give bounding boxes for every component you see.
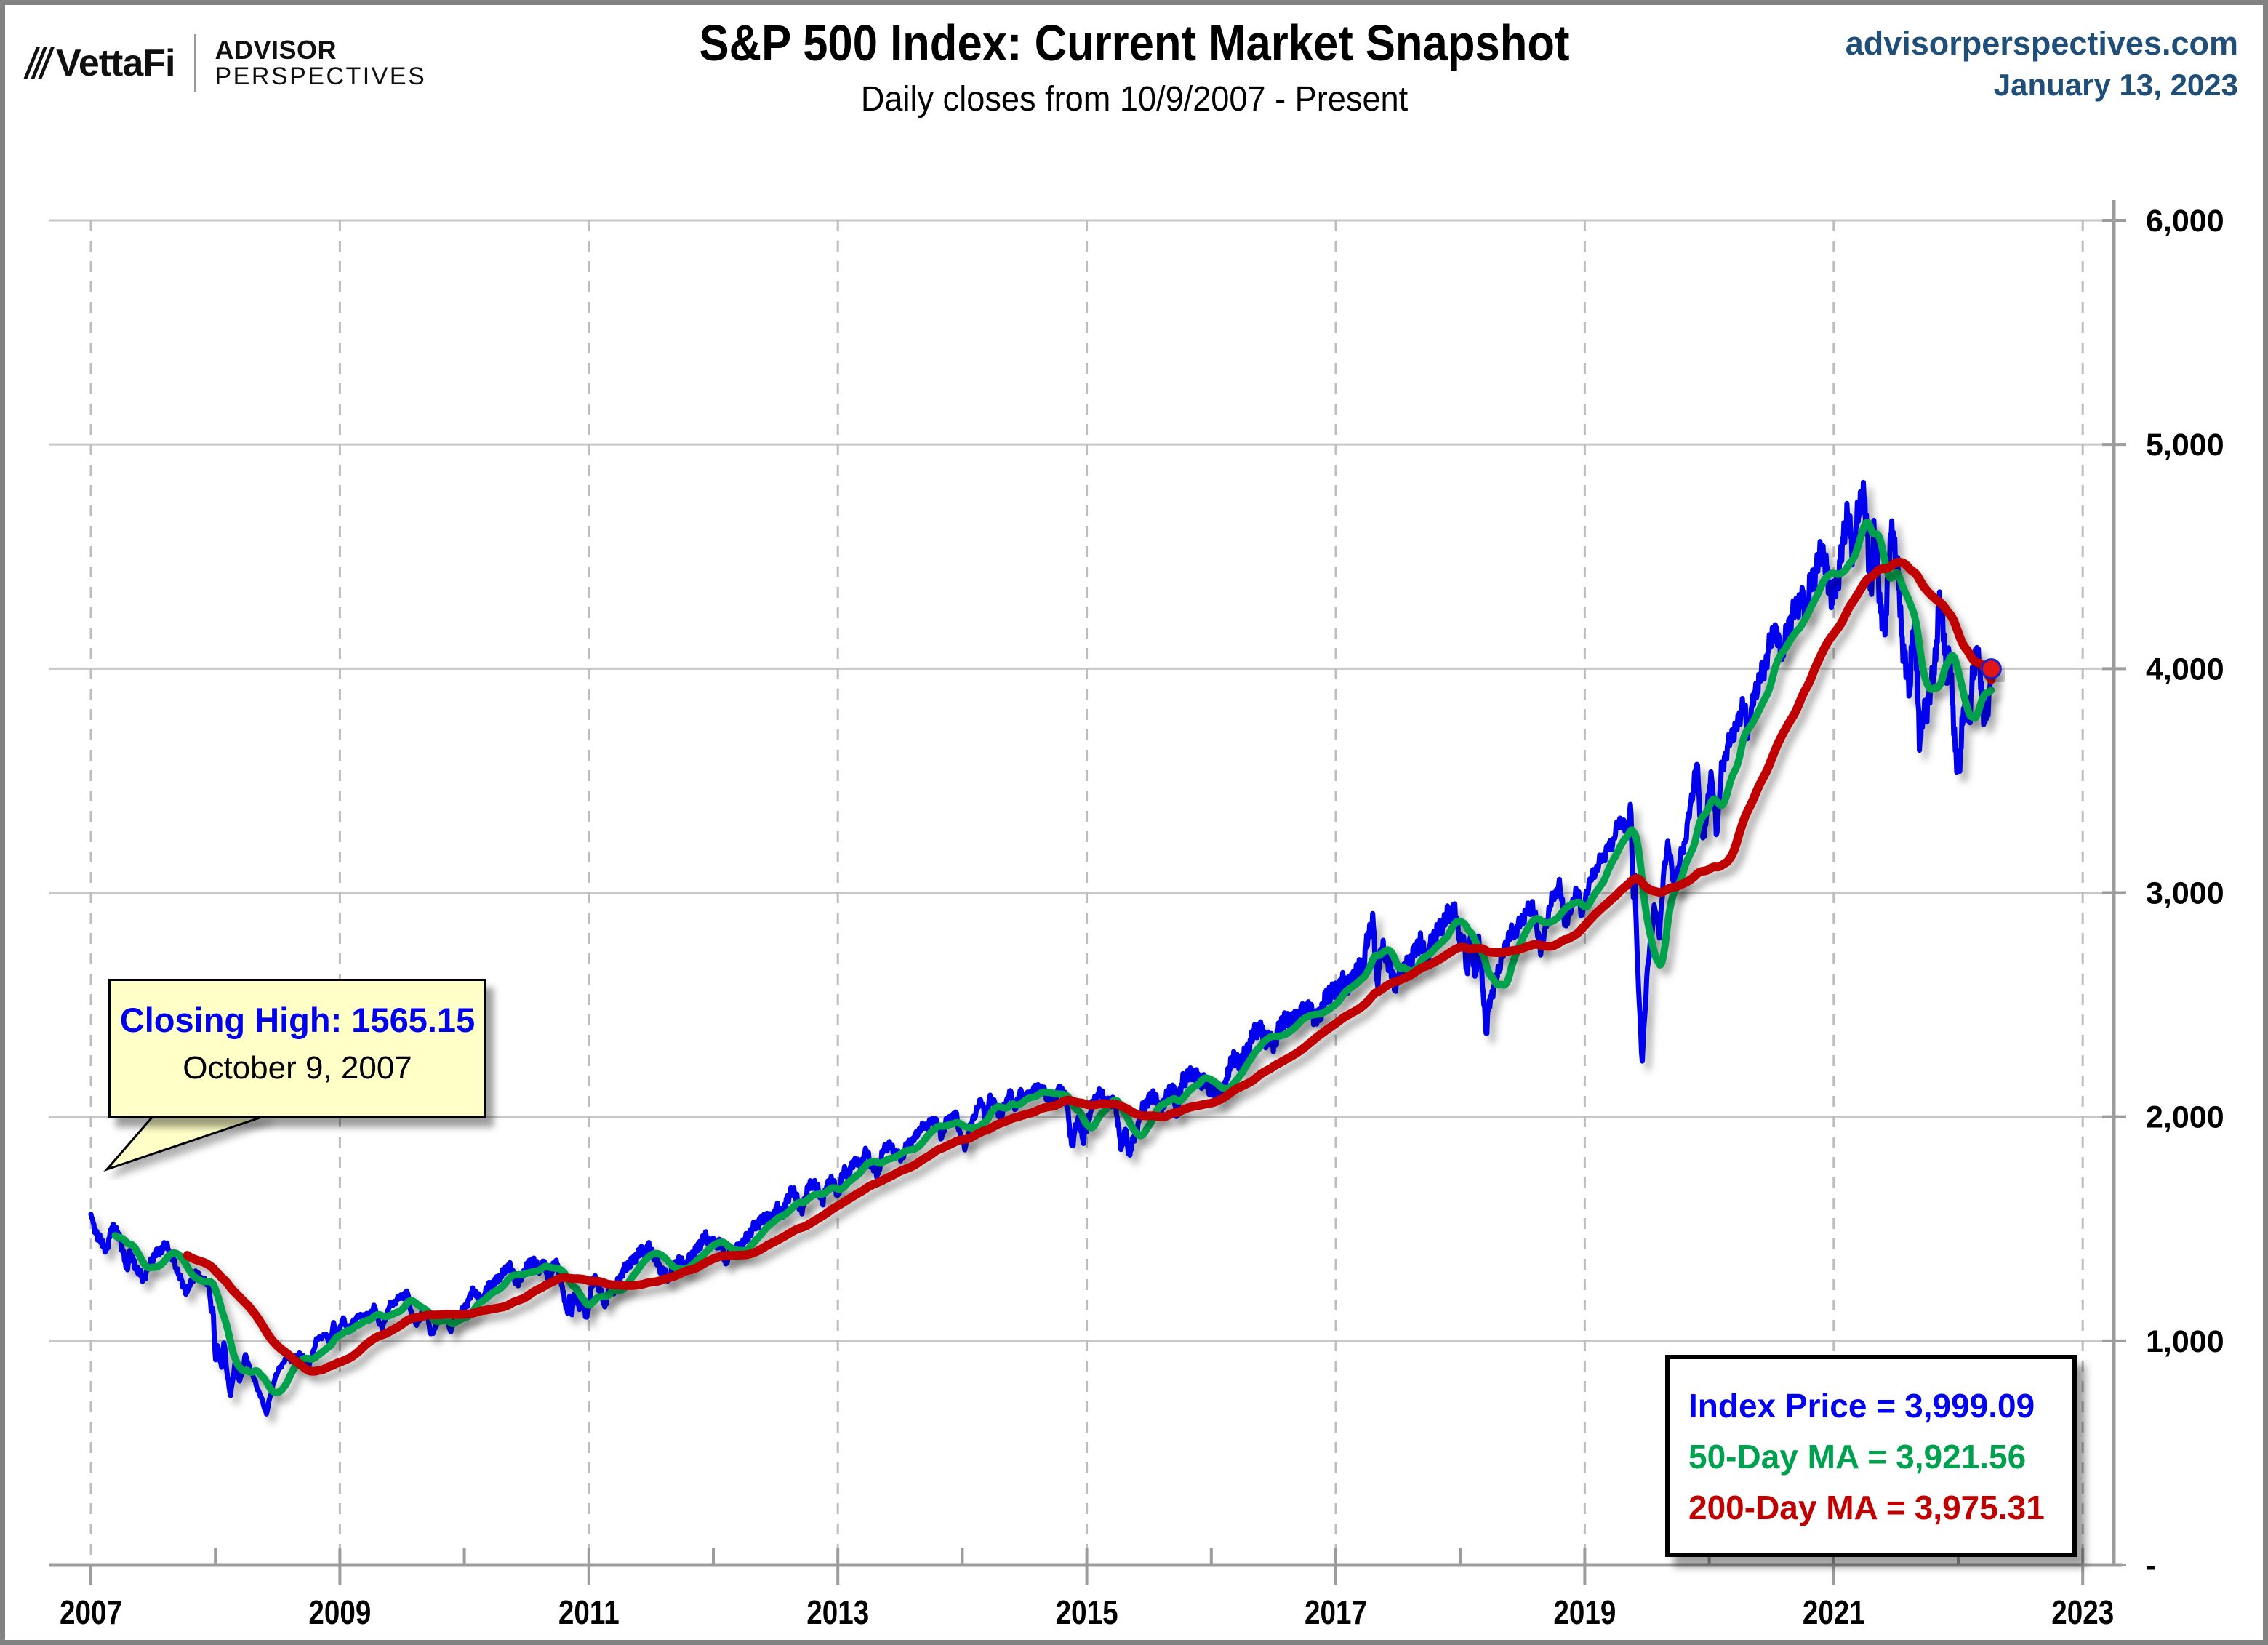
y-axis-label-6000: 6,000 [2146,204,2224,239]
two-hundred-day-ma-line [183,557,1996,1376]
site-url: advisorperspectives.com [1845,25,2238,62]
vettafi-logo: VettaFi [23,41,175,85]
axis-label-layer: - 1,000 2,000 3,000 4,000 5,000 6,000 2007 2009 2… [60,204,2224,1631]
x-axis-label-2017: 2017 [1305,1594,1367,1631]
x-axis-label-2019: 2019 [1553,1594,1616,1631]
y-axis-label-2000: 2,000 [2146,1100,2224,1135]
closing-high-value: Closing High: 1565.15 [119,1001,476,1039]
y-axis-label-4000: 4,000 [2146,652,2224,687]
plot-svg: - 1,000 2,000 3,000 4,000 5,000 6,000 2007 2009 2… [49,200,2224,1631]
page-title: S&P 500 Index: Current Market Snapshot [699,15,1569,71]
page-subtitle: Daily closes from 10/9/2007 - Present [860,80,1408,119]
logo-divider [193,34,196,92]
stats-legend: Index Price = 3,999.09 50-Day MA = 3,921.5… [1665,1355,2077,1557]
latest-close-marker [1980,658,2002,680]
closing-high-date: October 9, 2007 [183,1050,412,1086]
axis-layer [49,200,2126,1585]
series-layer [88,479,2002,1417]
vettafi-wordmark: VettaFi [56,42,175,84]
x-axis-label-2023: 2023 [2051,1594,2114,1631]
closing-high-callout: Closing High: 1565.15 October 9, 2007 [108,979,486,1118]
x-axis-label-2007: 2007 [60,1594,122,1631]
source-block: advisorperspectives.com January 13, 2023 [1846,23,2238,105]
vettafi-advisor-perspectives-logo: VettaFi ADVISOR PERSPECTIVES [23,34,427,92]
fifty-day-ma-line [111,519,1995,1396]
vettafi-slashes-icon [23,47,55,79]
perspectives-wordmark: PERSPECTIVES [215,63,427,91]
y-axis-label--: - [2146,1548,2156,1583]
report-date: January 13, 2023 [1993,67,2238,102]
x-axis-label-2013: 2013 [806,1594,869,1631]
x-axis-label-2015: 2015 [1056,1594,1118,1631]
x-axis-label-2009: 2009 [308,1594,371,1631]
advisor-wordmark: ADVISOR [215,35,337,65]
legend-line-200-day-ma: 200-Day MA = 3,975.31 [1688,1488,2045,1526]
index-price-line [88,479,1994,1417]
x-axis-label-2011: 2011 [558,1594,620,1631]
legend-line-50-day-ma: 50-Day MA = 3,921.56 [1688,1437,2027,1476]
advisor-perspectives-logo: ADVISOR PERSPECTIVES [215,36,427,89]
y-axis-label-1000: 1,000 [2146,1324,2224,1359]
y-axis-label-3000: 3,000 [2146,876,2224,911]
legend-line-index-price: Index Price = 3,999.09 [1688,1387,2035,1425]
callout-tail [103,1113,269,1172]
callout-tail-layer [103,1113,269,1172]
x-axis-label-2021: 2021 [1803,1594,1865,1631]
y-axis-label-5000: 5,000 [2146,428,2224,463]
